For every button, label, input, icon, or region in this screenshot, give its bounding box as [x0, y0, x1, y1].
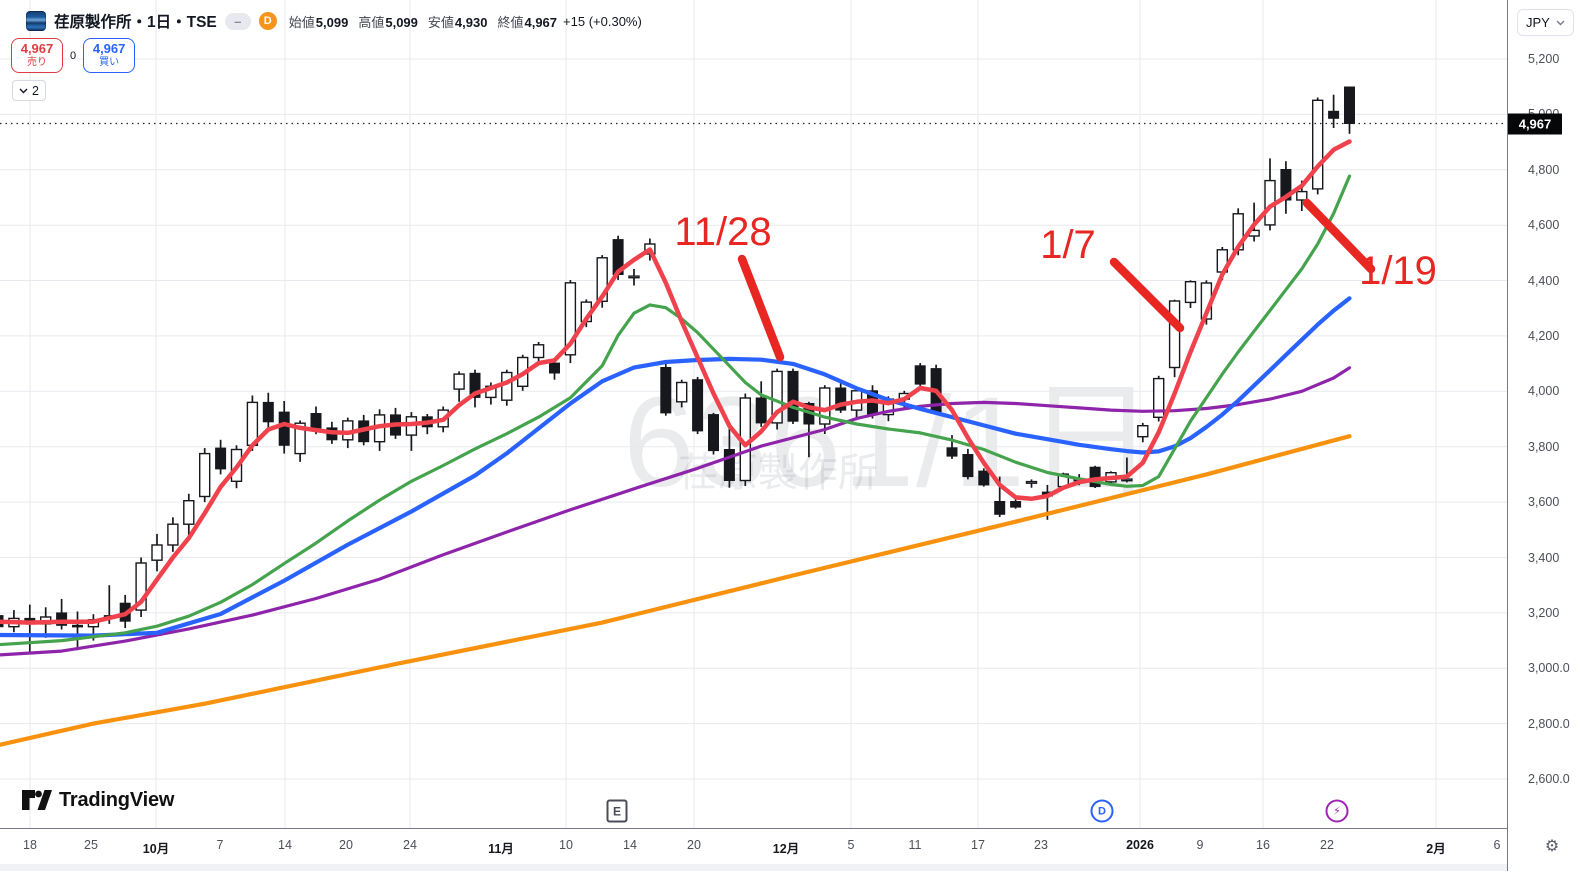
chevron-down-icon: [19, 88, 28, 93]
buy-price: 4,967: [92, 41, 126, 57]
price-tick-label: 4,800: [1528, 162, 1560, 177]
chart-canvas[interactable]: [0, 0, 1507, 828]
time-tick-label: 14: [278, 838, 292, 852]
price-tick-label: 2,600.0: [1528, 772, 1570, 786]
close-value: 4,967: [524, 14, 558, 30]
time-tick-label: 12月: [772, 842, 800, 856]
price-tick-label: 3,600: [1528, 495, 1560, 510]
high-label: 高値: [358, 14, 385, 30]
flash-marker[interactable]: ⚡: [1325, 799, 1349, 823]
price-tick-label: 3,000.0: [1528, 661, 1570, 676]
chart-legend: 荏原製作所・1日・TSE – D 始値5,099 高値5,099 安値4,930…: [26, 10, 642, 32]
time-tick-label: 11: [908, 838, 922, 852]
tradingview-logo[interactable]: TradingView: [22, 788, 174, 812]
time-tick-label: 23: [1034, 838, 1048, 852]
annotation-text[interactable]: 1/19: [1359, 249, 1437, 293]
annotation-arrow: [737, 254, 785, 362]
price-tick-label: 4,200: [1528, 328, 1560, 343]
chart-plot-area[interactable]: 6361/1日 荏原製作所 荏原製作所・1日・TSE – D 始値5,099 高…: [0, 0, 1507, 828]
price-tick-label: 5,200: [1528, 52, 1560, 66]
low-value: 4,930: [454, 14, 488, 30]
low-label: 安値: [427, 14, 454, 30]
dividend-marker[interactable]: D: [1090, 799, 1114, 823]
timeframe-badge[interactable]: D: [258, 12, 277, 30]
tradingview-logo-text: TradingView: [59, 788, 175, 811]
time-tick-label: 2026: [1126, 838, 1154, 852]
symbol-logo-icon: [26, 11, 46, 31]
time-tick-label: 10: [559, 838, 573, 852]
time-tick-label: 24: [403, 838, 417, 852]
open-label: 始値: [288, 14, 315, 30]
legend-collapse-button[interactable]: 2: [12, 80, 46, 101]
chevron-down-icon: [1556, 20, 1565, 25]
chart-style-icon[interactable]: –: [224, 12, 251, 30]
price-tick-label: 3,400: [1528, 550, 1560, 565]
time-tick-label: 14: [623, 838, 637, 852]
ma-green-25: [0, 174, 1352, 647]
time-tick-label: 17: [971, 838, 985, 852]
price-tick-label: 3,800: [1528, 439, 1560, 454]
sell-price: 4,967: [20, 41, 54, 57]
price-tick-label: 2,800.0: [1528, 716, 1570, 731]
price-tick-label: 4,000: [1528, 384, 1560, 399]
sell-label: 売り: [27, 57, 47, 69]
time-tick-label: 10月: [142, 842, 170, 856]
settings-icon[interactable]: ⚙: [1544, 838, 1560, 855]
price-tick-label: 3,200: [1528, 605, 1560, 620]
order-panel: 4,967 売り 0 4,967 買い: [11, 38, 136, 73]
annotation-text[interactable]: 11/28: [674, 210, 772, 254]
buy-button[interactable]: 4,967 買い: [83, 38, 136, 73]
ohlc-readout: 始値5,099 高値5,099 安値4,930 終値4,967 +15 (+0.…: [289, 12, 642, 31]
open-value: 5,099: [315, 14, 349, 30]
time-tick-label: 22: [1320, 838, 1334, 852]
annotation-arrow: [1302, 198, 1376, 274]
time-tick-label: 5: [847, 838, 855, 852]
spread-value: 0: [70, 49, 77, 62]
time-tick-label: 20: [687, 838, 701, 852]
earnings-marker[interactable]: E: [606, 799, 628, 823]
time-tick-label: 9: [1196, 838, 1204, 852]
time-tick-label: 20: [339, 838, 353, 852]
ma-orange-200: [0, 434, 1352, 747]
change-value: +15 (+0.30%): [563, 13, 642, 29]
time-tick-label: 6: [1493, 838, 1501, 852]
high-value: 5,099: [385, 14, 418, 30]
time-tick-label: 2月: [1426, 842, 1446, 856]
annotation-text[interactable]: 1/7: [1040, 223, 1096, 267]
ma-blue-50: [0, 296, 1352, 638]
horizontal-scrollbar[interactable]: [0, 864, 1507, 871]
tradingview-logo-icon: [22, 790, 52, 810]
sell-button[interactable]: 4,967 売り: [11, 38, 63, 73]
ma-red-5: [0, 139, 1352, 625]
price-tick-label: 4,600: [1528, 218, 1560, 233]
buy-label: 買い: [99, 57, 120, 69]
price-axis[interactable]: JPY 5,2005,0004,8004,6004,4004,2004,0003…: [1507, 0, 1595, 871]
currency-selector[interactable]: JPY: [1517, 9, 1574, 36]
collapse-count: 2: [32, 83, 39, 98]
time-tick-label: 11月: [488, 842, 514, 856]
time-tick-label: 18: [23, 838, 37, 852]
time-tick-label: 7: [216, 838, 224, 852]
close-label: 終値: [497, 14, 524, 30]
time-tick-label: 25: [84, 838, 98, 852]
time-tick-label: 16: [1256, 838, 1270, 852]
annotation-arrow: [1109, 257, 1185, 333]
current-price-tag: 4,967: [1508, 113, 1562, 134]
currency-label: JPY: [1526, 15, 1550, 30]
price-tick-label: 4,400: [1528, 273, 1560, 288]
ma-purple-75: [0, 366, 1352, 657]
symbol-title[interactable]: 荏原製作所・1日・TSE: [54, 14, 217, 31]
